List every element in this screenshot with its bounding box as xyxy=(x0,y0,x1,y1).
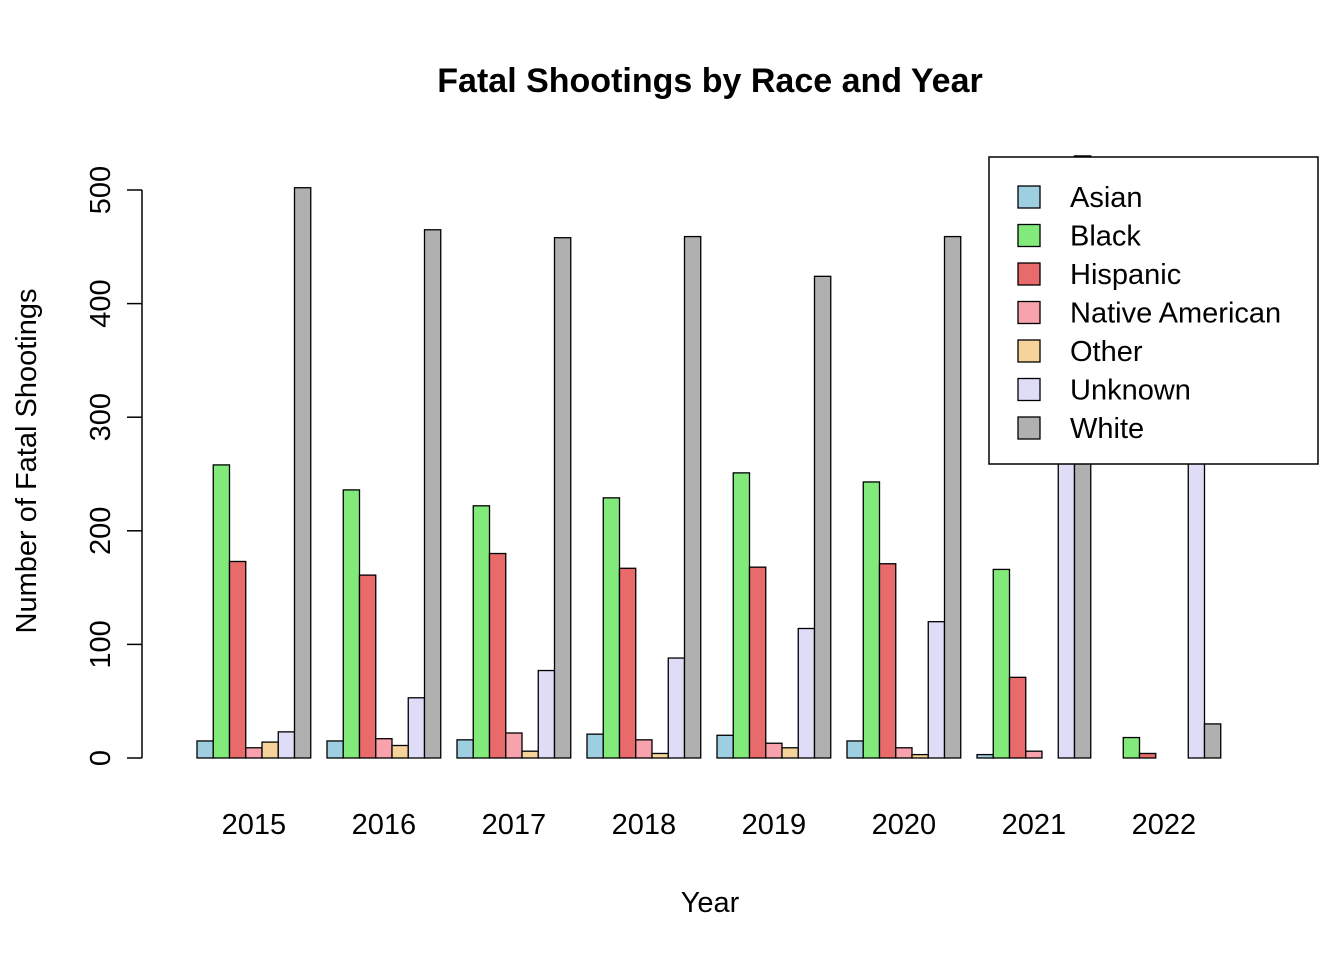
bar-other-2016 xyxy=(391,744,409,759)
bar-native-american-2021 xyxy=(1025,750,1043,759)
y-tick-label: 100 xyxy=(85,620,117,668)
bar-black-2017 xyxy=(472,505,491,759)
legend-swatch xyxy=(1017,223,1041,248)
bar-black-2015 xyxy=(212,464,231,759)
bar-native-american-2015 xyxy=(245,747,263,759)
bar-native-american-2017 xyxy=(505,732,523,759)
bar-native-american-2020 xyxy=(895,747,913,759)
bar-asian-2021 xyxy=(976,753,994,759)
bar-white-2015 xyxy=(293,187,312,759)
bar-unknown-2015 xyxy=(277,731,296,759)
legend-label: White xyxy=(1070,413,1144,445)
bar-group-2017 xyxy=(456,237,572,759)
bar-native-american-2016 xyxy=(375,738,393,759)
legend-swatch xyxy=(1017,416,1041,440)
y-tick-label: 300 xyxy=(85,393,117,441)
x-tick-label: 2019 xyxy=(742,809,807,841)
legend-label: Native American xyxy=(1070,298,1281,330)
bar-other-2017 xyxy=(521,750,539,759)
bar-asian-2020 xyxy=(846,740,864,759)
bar-group-2015 xyxy=(196,187,312,759)
bar-hispanic-2021 xyxy=(1008,676,1027,759)
bar-unknown-2018 xyxy=(667,657,686,759)
legend-box xyxy=(988,156,1319,465)
bar-hispanic-2018 xyxy=(618,567,637,759)
bar-unknown-2017 xyxy=(537,669,556,759)
bar-white-2018 xyxy=(683,235,702,759)
bar-other-2015 xyxy=(261,741,279,759)
bar-other-2019 xyxy=(781,747,799,759)
y-tick-label: 200 xyxy=(85,507,117,555)
bar-group-2022 xyxy=(1122,391,1222,759)
bar-group-2020 xyxy=(846,235,962,759)
bar-white-2019 xyxy=(813,275,832,759)
bar-group-2018 xyxy=(586,235,702,759)
x-tick-label: 2016 xyxy=(352,809,417,841)
legend-swatch xyxy=(1017,262,1041,286)
bar-hispanic-2022 xyxy=(1138,752,1157,759)
legend-label: Asian xyxy=(1070,182,1143,214)
bar-hispanic-2020 xyxy=(878,563,897,759)
bar-white-2016 xyxy=(423,229,442,759)
bar-native-american-2018 xyxy=(635,739,653,759)
legend-item: Asian xyxy=(1017,182,1143,214)
bar-asian-2018 xyxy=(586,733,604,759)
bar-unknown-2016 xyxy=(407,697,426,759)
bar-black-2016 xyxy=(342,489,361,759)
bar-white-2022 xyxy=(1203,723,1222,759)
legend-item: Other xyxy=(1017,336,1143,368)
bar-group-2019 xyxy=(716,275,832,759)
legend-label: Hispanic xyxy=(1070,259,1181,291)
bar-hispanic-2017 xyxy=(488,552,507,759)
y-tick-label: 400 xyxy=(85,279,117,327)
bar-black-2022 xyxy=(1122,736,1141,759)
legend-item: White xyxy=(1017,413,1144,445)
bar-asian-2015 xyxy=(196,740,214,759)
bar-unknown-2020 xyxy=(927,621,946,759)
x-tick-label: 2017 xyxy=(482,809,547,841)
legend-swatch xyxy=(1017,185,1041,209)
legend-label: Unknown xyxy=(1070,375,1191,407)
legend-item: Black xyxy=(1017,221,1141,253)
bar-white-2020 xyxy=(943,235,962,759)
legend-swatch xyxy=(1017,339,1041,363)
legend-item: Unknown xyxy=(1017,375,1191,407)
x-tick-label: 2018 xyxy=(612,809,677,841)
bar-other-2020 xyxy=(911,753,929,759)
x-tick-label: 2020 xyxy=(872,809,937,841)
legend: Asian Black Hispanic Native American Other Un… xyxy=(988,156,1319,465)
bar-hispanic-2019 xyxy=(748,566,767,759)
bar-black-2019 xyxy=(732,472,751,759)
bar-asian-2016 xyxy=(326,740,344,759)
bar-unknown-2019 xyxy=(797,627,816,759)
x-axis-tick-labels: 2015 2016 2017 2018 2019 2020 2021 2022 xyxy=(222,809,1197,841)
legend-item: Native American xyxy=(1017,298,1281,330)
x-tick-label: 2021 xyxy=(1002,809,1067,841)
bar-hispanic-2016 xyxy=(358,574,377,759)
y-tick-label: 0 xyxy=(85,750,117,766)
x-axis-label: Year xyxy=(681,887,740,919)
legend-swatch xyxy=(1017,377,1041,402)
x-tick-label: 2022 xyxy=(1132,809,1197,841)
legend-label: Black xyxy=(1070,221,1141,253)
bar-black-2018 xyxy=(602,497,621,759)
y-tick-label: 500 xyxy=(85,166,117,214)
legend-item: Hispanic xyxy=(1017,259,1181,291)
bar-hispanic-2015 xyxy=(228,560,247,759)
legend-label: Other xyxy=(1070,336,1143,368)
bar-asian-2017 xyxy=(456,739,474,759)
bar-white-2017 xyxy=(553,237,572,759)
bar-other-2018 xyxy=(651,752,669,759)
y-axis-label: Number of Fatal Shootings xyxy=(11,289,43,634)
bar-group-2016 xyxy=(326,229,442,759)
legend-swatch xyxy=(1017,300,1041,325)
bar-asian-2019 xyxy=(716,734,734,759)
bar-native-american-2019 xyxy=(765,742,783,759)
bar-black-2021 xyxy=(992,568,1011,759)
bar-black-2020 xyxy=(862,481,881,759)
y-axis: 0 100 200 300 400 500 xyxy=(85,166,143,766)
x-tick-label: 2015 xyxy=(222,809,287,841)
chart-title: Fatal Shootings by Race and Year xyxy=(437,62,982,100)
